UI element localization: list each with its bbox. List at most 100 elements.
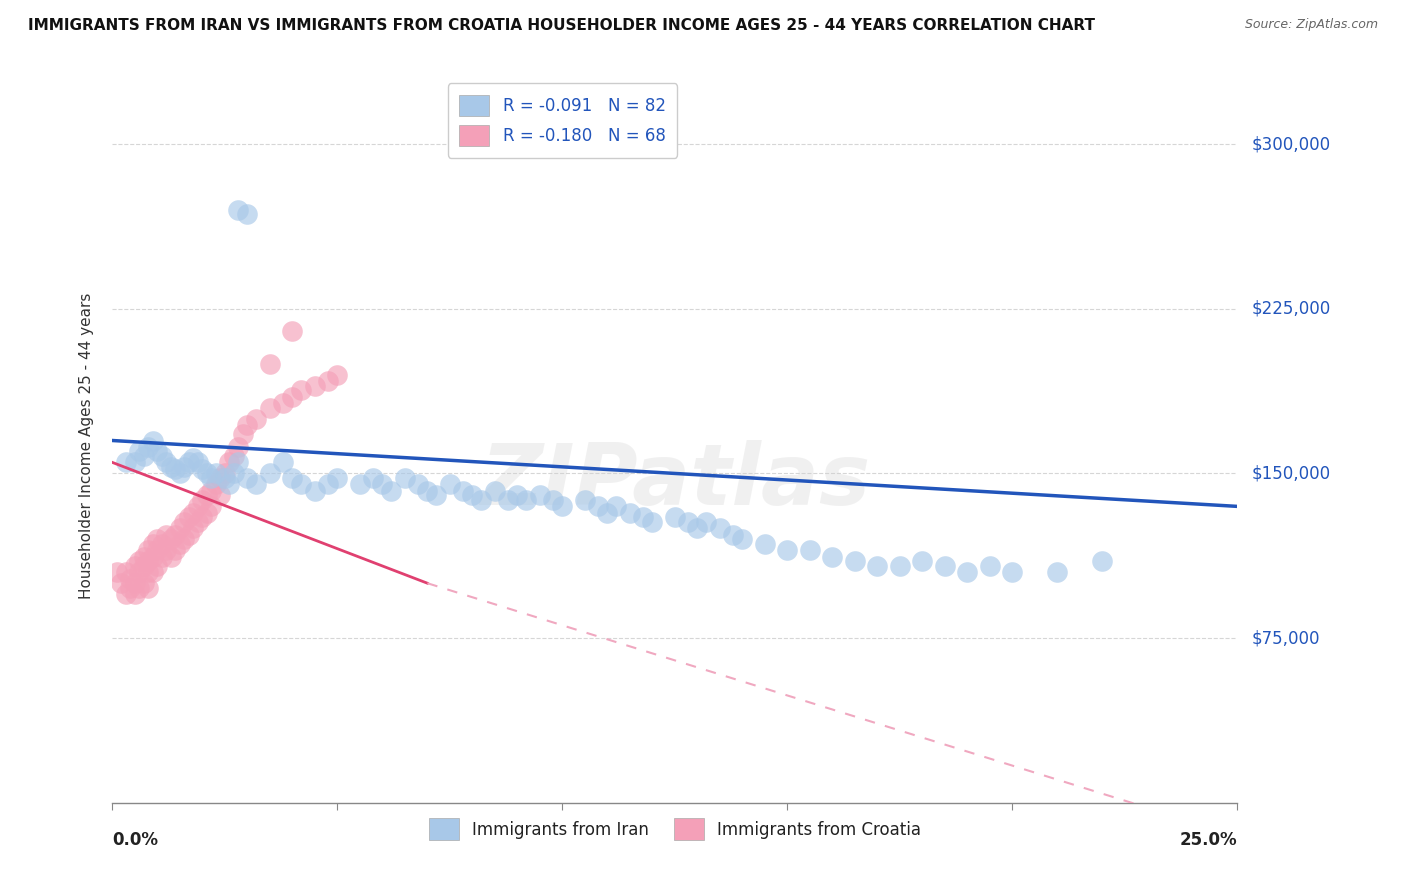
Point xyxy=(425,488,447,502)
Point xyxy=(205,467,228,481)
Point xyxy=(142,566,165,580)
Point xyxy=(273,396,295,410)
Point xyxy=(195,506,218,520)
Point xyxy=(543,492,565,507)
Point xyxy=(191,492,214,507)
Point xyxy=(115,587,138,601)
Point xyxy=(155,528,177,542)
Point xyxy=(588,500,610,514)
Point xyxy=(686,521,709,535)
Point xyxy=(165,462,187,476)
Point xyxy=(177,455,200,469)
Point xyxy=(160,533,183,547)
Point xyxy=(723,528,745,542)
Point xyxy=(776,543,799,558)
Point xyxy=(146,558,169,573)
Point xyxy=(160,549,183,564)
Point xyxy=(177,510,200,524)
Point xyxy=(619,506,641,520)
Point xyxy=(318,477,340,491)
Point xyxy=(304,378,326,392)
Text: 0.0%: 0.0% xyxy=(112,831,159,849)
Point xyxy=(183,451,205,466)
Text: 25.0%: 25.0% xyxy=(1180,831,1237,849)
Point xyxy=(183,521,205,535)
Point xyxy=(605,500,627,514)
Point xyxy=(128,444,150,458)
Point xyxy=(596,506,619,520)
Point xyxy=(115,455,138,469)
Point xyxy=(281,390,304,404)
Point xyxy=(124,455,146,469)
Text: $150,000: $150,000 xyxy=(1251,465,1330,483)
Point xyxy=(259,467,281,481)
Point xyxy=(228,440,250,454)
Point xyxy=(124,558,146,573)
Point xyxy=(120,581,142,595)
Point xyxy=(326,368,349,382)
Point xyxy=(394,471,416,485)
Point xyxy=(232,426,254,441)
Point xyxy=(664,510,686,524)
Point xyxy=(132,449,155,463)
Point xyxy=(574,492,596,507)
Point xyxy=(177,528,200,542)
Point xyxy=(165,528,187,542)
Point xyxy=(236,471,259,485)
Point xyxy=(200,471,222,485)
Point xyxy=(956,566,979,580)
Point xyxy=(146,543,169,558)
Point xyxy=(150,449,173,463)
Point xyxy=(844,554,866,568)
Point xyxy=(169,537,191,551)
Point xyxy=(169,521,191,535)
Point xyxy=(551,500,574,514)
Point xyxy=(155,543,177,558)
Point xyxy=(731,533,754,547)
Point xyxy=(290,477,312,491)
Point xyxy=(138,543,160,558)
Point xyxy=(132,549,155,564)
Point xyxy=(304,483,326,498)
Point xyxy=(222,449,245,463)
Point xyxy=(228,455,250,469)
Text: $225,000: $225,000 xyxy=(1251,300,1330,318)
Point xyxy=(173,459,195,474)
Point xyxy=(236,418,259,433)
Point xyxy=(281,324,304,338)
Point xyxy=(498,492,520,507)
Point xyxy=(380,483,402,498)
Text: IMMIGRANTS FROM IRAN VS IMMIGRANTS FROM CROATIA HOUSEHOLDER INCOME AGES 25 - 44 : IMMIGRANTS FROM IRAN VS IMMIGRANTS FROM … xyxy=(28,18,1095,33)
Point xyxy=(132,576,155,591)
Point xyxy=(142,537,165,551)
Point xyxy=(214,467,236,481)
Point xyxy=(799,543,821,558)
Point xyxy=(173,533,195,547)
Point xyxy=(709,521,731,535)
Point xyxy=(124,576,146,591)
Point xyxy=(259,357,281,371)
Point xyxy=(641,515,664,529)
Point xyxy=(205,477,228,491)
Point xyxy=(326,471,349,485)
Point xyxy=(416,483,439,498)
Point xyxy=(200,500,222,514)
Text: Source: ZipAtlas.com: Source: ZipAtlas.com xyxy=(1244,18,1378,31)
Point xyxy=(236,207,259,221)
Point xyxy=(160,459,183,474)
Point xyxy=(165,543,187,558)
Point xyxy=(183,506,205,520)
Point xyxy=(142,549,165,564)
Legend: Immigrants from Iran, Immigrants from Croatia: Immigrants from Iran, Immigrants from Cr… xyxy=(418,806,932,852)
Point xyxy=(633,510,655,524)
Point xyxy=(146,444,169,458)
Point xyxy=(209,488,232,502)
Point xyxy=(200,483,222,498)
Point xyxy=(169,467,191,481)
Point xyxy=(187,515,209,529)
Point xyxy=(470,492,492,507)
Point xyxy=(124,587,146,601)
Point xyxy=(138,554,160,568)
Point xyxy=(105,566,128,580)
Point xyxy=(191,462,214,476)
